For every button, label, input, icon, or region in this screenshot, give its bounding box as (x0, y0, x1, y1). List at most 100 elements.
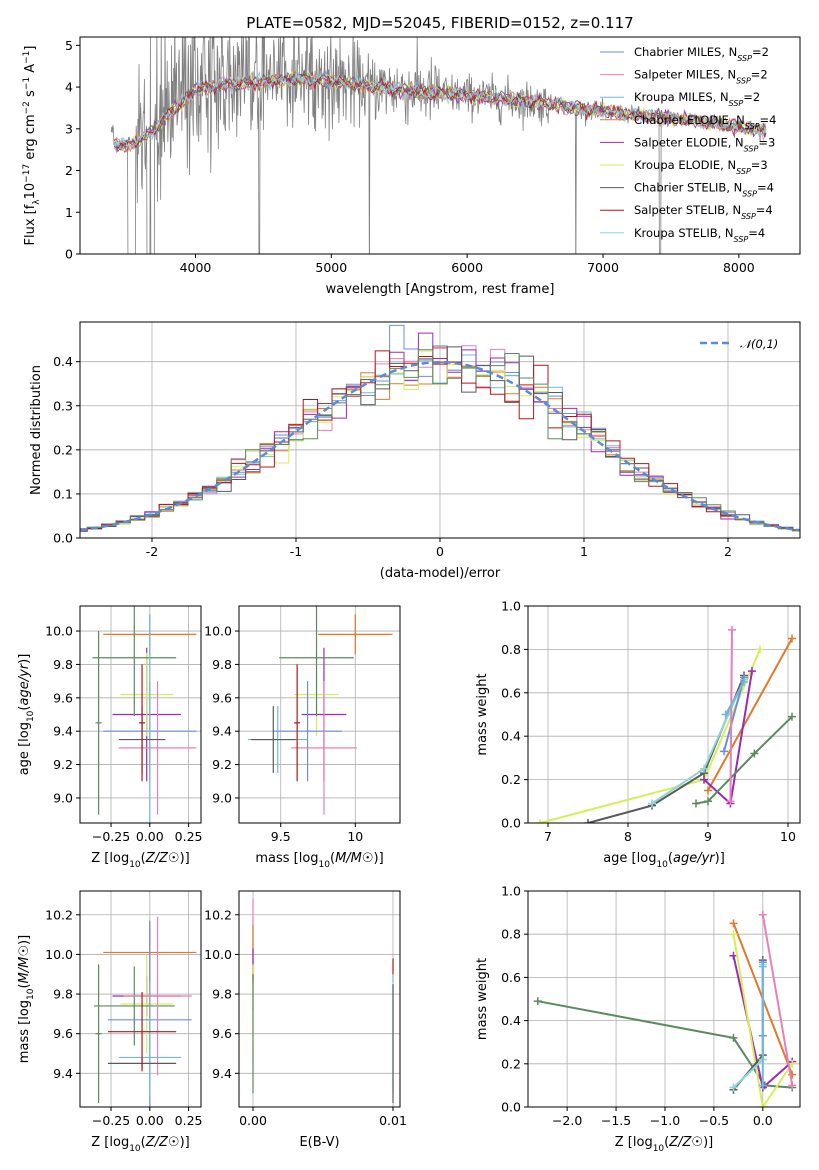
x-tick-label: −0.5 (699, 1113, 729, 1128)
x-tick-label: 6000 (451, 260, 483, 275)
y-tick-label: 9.8 (53, 657, 73, 672)
x-axis-label: age [log10(age/yr)] (603, 851, 725, 870)
y-tick-label: 9.8 (212, 987, 232, 1002)
y-axis-label: mass weight (475, 673, 490, 755)
x-tick-label: 0.0 (753, 1113, 773, 1128)
x-tick-label: 7000 (587, 260, 619, 275)
y-tick-label: 1.0 (501, 599, 521, 614)
y-tick-label: 9.6 (212, 1026, 232, 1041)
panel-spectrum: 4000 5000 6000 7000 8000 0 1 2 3 4 5 wavelength [An… (22, 36, 801, 297)
x-tick-label: −0.25 (92, 1113, 130, 1128)
x-tick-label: 9 (704, 829, 712, 844)
legend-entry: Salpeter MILES, NSSP=2 (634, 68, 768, 86)
x-tick-label: 0.00 (136, 829, 164, 844)
y-tick-label: 10.2 (204, 907, 232, 922)
spectrum-model-line (113, 72, 767, 150)
data-point (536, 819, 544, 823)
y-tick-label: 10.2 (45, 907, 73, 922)
data-point (700, 764, 708, 773)
x-tick-label: 2 (724, 544, 732, 559)
histogram-step-line (80, 354, 800, 532)
y-tick-label: 10.0 (204, 624, 232, 639)
gaussian-curve (80, 360, 800, 532)
y-tick-label: 0.8 (501, 642, 521, 657)
series-line (537, 1000, 793, 1089)
x-tick-label: 1 (580, 544, 588, 559)
panel-mass-vs-Z: −0.25 0.00 0.25 9.4 9.6 9.8 10.0 10.2 Z [log10(Z… (17, 890, 203, 1154)
axes-frame (238, 890, 401, 1108)
data-point (788, 1081, 797, 1090)
x-axis-label: Z [log10(Z/Z☉)] (91, 1135, 190, 1154)
y-tick-label: 9.4 (53, 1066, 73, 1081)
data-point (721, 710, 730, 719)
data-point (788, 1059, 797, 1068)
data-point (758, 910, 767, 919)
legend-entry: Salpeter ELODIE, NSSP=3 (634, 135, 775, 153)
y-axis-label: age [log10(age/yr)] (17, 654, 36, 776)
y-tick-label: 0.0 (53, 531, 73, 546)
legend-entry: Kroupa MILES, NSSP=2 (634, 90, 760, 108)
y-tick-label: 9.6 (53, 1026, 73, 1041)
panel-mass-weight-vs-Z: −2.0 −1.5 −1.0 −0.5 0.0 0.0 0.2 0.4 0.6 0.8 1.0 Z [… (475, 884, 801, 1154)
y-axis-label: Normed distribution (29, 365, 44, 495)
x-tick-label: 0.25 (175, 829, 203, 844)
y-tick-label: 0.4 (501, 1013, 521, 1028)
data-point (756, 645, 764, 654)
y-tick-label: 0.4 (501, 729, 521, 744)
x-tick-label: 0.25 (175, 1113, 203, 1128)
axes-frame (527, 605, 801, 824)
axes-frame (79, 605, 202, 824)
plot-area (247, 606, 393, 815)
plot-area (93, 916, 197, 1107)
data-point (533, 997, 542, 1006)
x-tick-label: -1 (290, 544, 302, 559)
data-point (648, 799, 656, 808)
x-tick-label: 8000 (723, 260, 755, 275)
plot-area (92, 606, 197, 823)
plot-area (536, 625, 796, 823)
data-point (758, 962, 767, 971)
x-tick-label: 7 (544, 829, 552, 844)
x-axis-label: wavelength [Angstrom, rest frame] (326, 282, 555, 297)
panel-mass-weight-vs-age: 7 8 9 10 0.0 0.2 0.4 0.6 0.8 1.0 age [log10(age/yr… (475, 599, 801, 870)
x-axis-label: Z [log10(Z/Z☉)] (615, 1135, 714, 1154)
x-tick-label: 4000 (180, 260, 212, 275)
series-line (587, 675, 745, 823)
y-tick-label: 4 (65, 80, 73, 95)
y-tick-label: 9.0 (53, 790, 73, 805)
y-tick-label: 0.0 (501, 816, 521, 831)
data-point (729, 951, 738, 960)
y-tick-label: 9.2 (212, 757, 232, 772)
y-tick-label: 10.0 (45, 624, 73, 639)
y-tick-label: 9.6 (212, 690, 232, 705)
plot-area (110, 37, 767, 254)
x-tick-label: 9.5 (271, 829, 291, 844)
panel-mass-vs-EBV: 0.00 0.01 9.4 9.6 9.8 10.0 10.2 E(B-V) (204, 890, 407, 1150)
y-tick-label: 0.1 (53, 486, 73, 501)
x-axis-label: Z [log10(Z/Z☉)] (91, 851, 190, 870)
y-tick-label: 0.2 (501, 1056, 521, 1071)
y-tick-label: 1.0 (501, 884, 521, 899)
data-point (788, 634, 796, 643)
spectrum-model-line (113, 69, 767, 153)
x-axis-label: mass [log10(M/M☉)] (255, 851, 383, 870)
y-tick-label: 0.2 (501, 772, 521, 787)
legend-entry: Chabrier ELODIE, NSSP=4 (634, 113, 776, 131)
axes-frame (527, 890, 801, 1108)
plot-area (80, 324, 800, 532)
y-tick-label: 0.6 (501, 970, 521, 985)
y-tick-label: 1 (65, 205, 73, 220)
y-tick-label: 5 (65, 38, 73, 53)
data-point (729, 919, 738, 928)
y-tick-label: 10.0 (204, 947, 232, 962)
x-tick-label: -2 (146, 544, 158, 559)
y-tick-label: 0.2 (53, 442, 73, 457)
series-line (761, 914, 794, 1086)
series-line (724, 681, 745, 715)
x-tick-label: 10 (347, 829, 363, 844)
y-tick-label: 9.8 (53, 987, 73, 1002)
y-tick-label: 0.4 (53, 354, 73, 369)
plot-area (252, 898, 394, 1104)
x-tick-label: −1.5 (601, 1113, 631, 1128)
